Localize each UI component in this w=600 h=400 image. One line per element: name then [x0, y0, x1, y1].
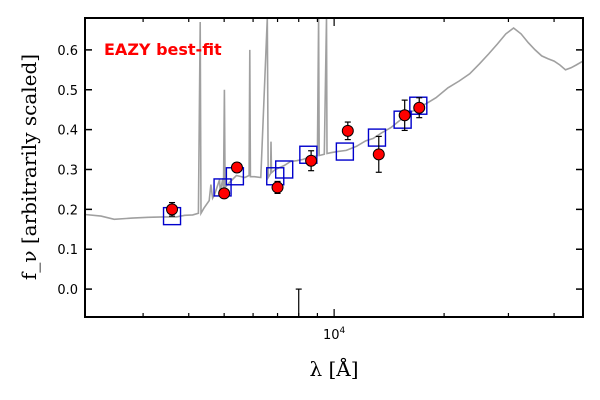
y-tick-label: 0.4	[57, 124, 78, 139]
observed-point	[305, 154, 318, 167]
observed-point	[398, 109, 411, 122]
y-tick-label: 0.6	[57, 44, 78, 59]
y-tick-label: 0.1	[57, 243, 78, 258]
annotation-label: EAZY best-fit	[104, 40, 222, 59]
model-point	[274, 160, 294, 179]
model-point	[367, 128, 387, 147]
observed-point	[413, 101, 426, 114]
observed-point	[271, 181, 284, 194]
observed-point	[341, 124, 354, 137]
model-point	[335, 142, 355, 161]
y-tick-label: 0.2	[57, 203, 78, 218]
observed-point	[372, 148, 385, 161]
svg-text:f_ν [arbitrarily scaled]: f_ν [arbitrarily scaled]	[17, 54, 41, 280]
y-tick-label: 0.3	[57, 163, 78, 178]
y-axis-label: f_ν [arbitrarily scaled]	[17, 54, 41, 280]
x-axis-label: λ [Å]	[309, 356, 358, 381]
y-axis-ticks: 0.0 0.1 0.2 0.3 0.4 0.5 0.6	[57, 44, 583, 298]
plot-background	[85, 18, 583, 317]
observed-photometry-layer	[166, 97, 426, 317]
observed-point	[166, 203, 179, 216]
observed-point	[218, 187, 231, 200]
y-tick-label: 0.5	[57, 84, 78, 99]
x-tick-label: 104	[323, 326, 346, 343]
x-axis-ticks: 104	[142, 18, 555, 343]
observed-point	[230, 161, 243, 174]
y-tick-label: 0.0	[57, 283, 78, 298]
